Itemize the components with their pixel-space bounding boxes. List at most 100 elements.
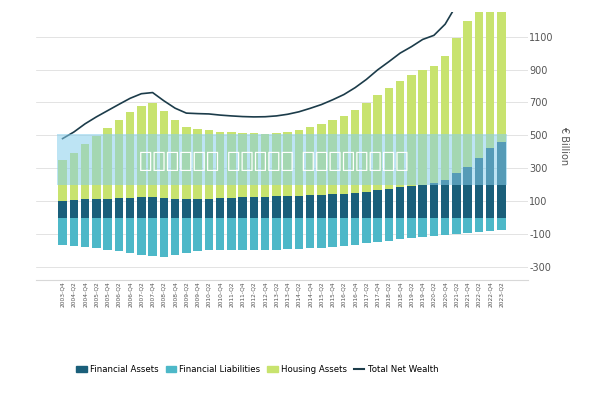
Bar [385, 88, 393, 189]
Bar [227, 218, 236, 250]
Bar [295, 130, 303, 196]
Bar [340, 218, 348, 246]
Bar [306, 218, 314, 248]
Bar [137, 197, 146, 218]
Bar [373, 94, 382, 190]
Bar [486, 218, 494, 231]
Bar [430, 66, 438, 183]
Bar [272, 133, 281, 196]
Bar [362, 192, 371, 218]
Bar [227, 198, 236, 218]
Bar [441, 56, 449, 180]
Bar [407, 186, 416, 218]
Bar [238, 198, 247, 218]
Bar [328, 120, 337, 194]
Bar [283, 196, 292, 218]
Bar [340, 194, 348, 218]
Bar [418, 185, 427, 218]
Bar [295, 218, 303, 249]
Bar [81, 200, 89, 218]
Bar [160, 198, 168, 218]
Bar [70, 218, 78, 246]
Bar [103, 218, 112, 250]
Text: 江苏股票配资 翱捷科技： 回购方案实施完毕: 江苏股票配资 翱捷科技： 回购方案实施完毕 [139, 151, 409, 171]
Bar [295, 196, 303, 218]
Bar [115, 120, 123, 198]
Bar [373, 190, 382, 218]
Bar [193, 129, 202, 199]
Bar [317, 195, 326, 218]
Bar [317, 218, 326, 248]
Bar [137, 106, 146, 197]
Bar [396, 218, 404, 239]
Bar [452, 38, 461, 173]
Bar [205, 130, 213, 199]
Bar [126, 112, 134, 198]
Bar [115, 198, 123, 218]
Bar [193, 218, 202, 251]
Bar [250, 133, 258, 197]
Bar [81, 218, 89, 247]
Bar [396, 80, 404, 187]
Bar [261, 218, 269, 250]
Bar [396, 187, 404, 218]
Y-axis label: € Billion: € Billion [559, 126, 569, 166]
Bar [216, 218, 224, 250]
Bar [430, 183, 438, 218]
Bar [261, 134, 269, 197]
Bar [340, 116, 348, 194]
Bar [238, 133, 247, 198]
Bar [148, 103, 157, 197]
Bar [441, 218, 449, 235]
Bar [193, 199, 202, 218]
Bar [216, 198, 224, 218]
Bar [475, 158, 483, 218]
Bar [103, 128, 112, 199]
Legend: Financial Assets, Financial Liabilities, Housing Assets, Total Net Wealth: Financial Assets, Financial Liabilities,… [73, 362, 442, 378]
Bar [182, 218, 191, 253]
Bar [475, 218, 483, 232]
Bar [407, 76, 416, 186]
Bar [137, 218, 146, 254]
Bar [58, 218, 67, 246]
Bar [486, 0, 494, 148]
Bar [283, 218, 292, 249]
Bar [238, 218, 247, 250]
Bar [351, 110, 359, 193]
Bar [328, 194, 337, 218]
Bar [126, 198, 134, 218]
Bar [227, 132, 236, 198]
Bar [216, 132, 224, 198]
Bar [57, 134, 507, 186]
Bar [148, 218, 157, 256]
Bar [362, 218, 371, 244]
Bar [452, 173, 461, 218]
Bar [441, 180, 449, 218]
Bar [92, 218, 101, 248]
Bar [92, 136, 101, 199]
Bar [58, 160, 67, 201]
Bar [351, 193, 359, 218]
Bar [250, 197, 258, 218]
Bar [160, 218, 168, 257]
Bar [182, 127, 191, 200]
Bar [463, 218, 472, 233]
Bar [171, 120, 179, 199]
Bar [430, 218, 438, 236]
Bar [148, 197, 157, 218]
Bar [463, 166, 472, 218]
Bar [486, 148, 494, 218]
Bar [92, 199, 101, 218]
Bar [70, 152, 78, 200]
Bar [272, 196, 281, 218]
Bar [407, 218, 416, 238]
Bar [126, 218, 134, 253]
Bar [58, 201, 67, 218]
Bar [497, 218, 506, 230]
Bar [81, 144, 89, 200]
Bar [283, 132, 292, 196]
Bar [497, 0, 506, 142]
Bar [306, 195, 314, 218]
Bar [475, 1, 483, 158]
Bar [385, 218, 393, 241]
